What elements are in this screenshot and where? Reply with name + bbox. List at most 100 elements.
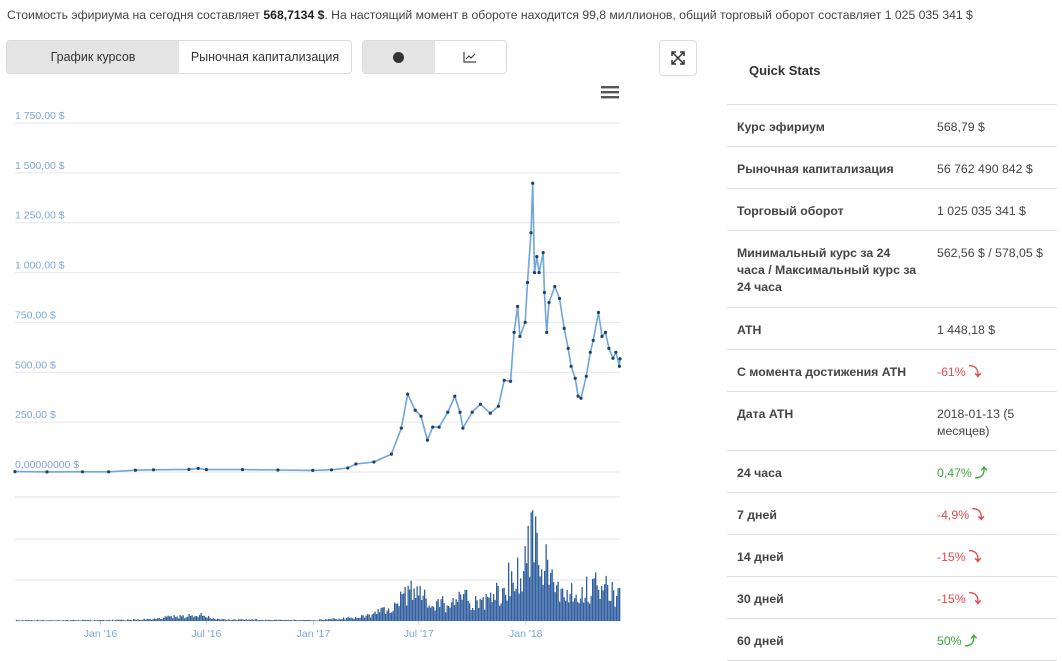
volume-bar xyxy=(297,620,298,621)
volume-bar xyxy=(129,620,130,621)
expand-button[interactable] xyxy=(659,40,697,76)
stats-row-value: -15% xyxy=(937,550,966,564)
volume-bar xyxy=(549,585,550,621)
volume-bar xyxy=(199,615,200,621)
volume-bar xyxy=(582,587,583,621)
volume-bar xyxy=(216,619,217,621)
tab-market-cap[interactable]: Рыночная капитализация xyxy=(179,41,351,73)
price-point xyxy=(479,403,482,406)
volume-bar xyxy=(139,620,140,621)
volume-bar xyxy=(229,620,230,621)
stats-row-value: 2018-01-13 (5 месяцев) xyxy=(937,407,1014,438)
volume-bar xyxy=(291,620,292,621)
volume-bar xyxy=(21,620,22,621)
volume-bar xyxy=(195,616,196,621)
volume-bar xyxy=(208,616,209,621)
price-point xyxy=(458,411,461,414)
volume-bar xyxy=(411,581,412,621)
volume-bar xyxy=(120,620,121,621)
trend-down-icon: ⤵ xyxy=(969,592,981,606)
volume-bar xyxy=(123,620,124,621)
volume-bar xyxy=(109,620,110,621)
volume-bar xyxy=(514,591,515,621)
chart-mode-toggle xyxy=(362,40,507,74)
volume-bar xyxy=(618,588,619,621)
volume-bar xyxy=(147,619,148,621)
volume-bar xyxy=(510,596,511,621)
volume-bar xyxy=(424,590,425,621)
volume-bar xyxy=(450,608,451,621)
volume-bar xyxy=(328,619,329,621)
volume-bar xyxy=(427,608,428,621)
volume-bar xyxy=(442,596,443,621)
eth-price-chart[interactable]: 0,00000000 $250,00 $500,00 $750,00 $1 00… xyxy=(0,105,630,651)
volume-bar xyxy=(268,620,269,621)
volume-bar xyxy=(612,582,613,621)
volume-bar xyxy=(307,620,308,621)
volume-bar xyxy=(580,599,581,621)
volume-bar xyxy=(301,620,302,621)
volume-bar xyxy=(519,594,520,621)
volume-bar xyxy=(561,589,562,621)
volume-bar xyxy=(562,588,563,621)
mode-button-line[interactable] xyxy=(435,41,507,73)
volume-bar xyxy=(19,620,20,621)
volume-bar xyxy=(594,578,595,621)
expand-icon xyxy=(670,50,686,66)
volume-bar xyxy=(331,619,332,621)
volume-bar xyxy=(586,577,587,621)
volume-bar xyxy=(483,597,484,621)
price-point xyxy=(577,395,580,398)
volume-bar xyxy=(235,620,236,621)
volume-bar xyxy=(429,605,430,621)
volume-bar xyxy=(306,620,307,621)
stats-row-value-cell: 0,47%⤴ xyxy=(927,451,1057,492)
volume-bar xyxy=(402,594,403,621)
price-point xyxy=(276,468,279,471)
volume-bar xyxy=(27,620,28,621)
volume-bar xyxy=(138,619,139,621)
volume-bar xyxy=(112,620,113,621)
mode-button-dot[interactable] xyxy=(363,41,435,73)
volume-bar xyxy=(286,620,287,621)
volume-bar xyxy=(318,620,319,621)
volume-bar xyxy=(69,620,70,621)
volume-bar xyxy=(88,620,89,621)
hamburger-menu-icon[interactable] xyxy=(600,84,620,100)
volume-bar xyxy=(505,595,506,621)
volume-bar xyxy=(400,592,401,621)
volume-bar xyxy=(534,562,535,621)
volume-bar xyxy=(217,619,218,621)
volume-bar xyxy=(183,615,184,621)
volume-bar xyxy=(438,599,439,621)
volume-bar xyxy=(294,620,295,621)
volume-bar xyxy=(466,590,467,621)
volume-bar xyxy=(124,620,125,621)
volume-bar xyxy=(163,618,164,621)
volume-bar xyxy=(241,619,242,621)
volume-bar xyxy=(444,603,445,621)
volume-bar xyxy=(288,620,289,621)
stats-row-label: Курс эфириум xyxy=(727,105,927,146)
volume-bar xyxy=(354,619,355,621)
volume-bar xyxy=(550,573,551,621)
stats-row-value-cell: 1 025 035 341 $ xyxy=(927,189,1057,230)
volume-bar xyxy=(58,620,59,621)
price-point xyxy=(400,427,403,430)
stats-row-value-cell: 1 448,18 $ xyxy=(927,308,1057,349)
chart-tabs: График курсов Рыночная капитализация xyxy=(6,40,352,74)
volume-bar xyxy=(70,620,71,621)
quick-stats-title: Quick Stats xyxy=(727,46,1057,105)
volume-bar xyxy=(250,620,251,621)
price-point xyxy=(354,462,357,465)
volume-bar xyxy=(394,602,395,621)
tab-price-chart[interactable]: График курсов xyxy=(7,41,179,73)
volume-bar xyxy=(415,598,416,621)
volume-bar xyxy=(211,619,212,621)
volume-bar xyxy=(114,620,115,621)
volume-bar xyxy=(148,619,149,621)
stats-row-value-cell: -4,9%⤵ xyxy=(927,493,1057,534)
